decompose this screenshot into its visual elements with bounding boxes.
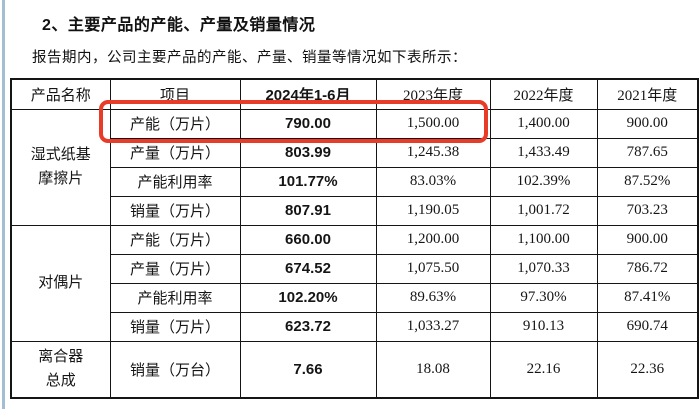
value-cell: 803.99 — [239, 137, 377, 168]
column-header-2021: 2021年度 — [596, 78, 699, 110]
product-cell-clutch-assembly: 离合器 总成 — [10, 340, 111, 399]
item-cell: 销量（万台） — [109, 340, 241, 399]
value-cell: 101.77% — [239, 166, 377, 197]
column-header-2024h1: 2024年1-6月 — [239, 78, 377, 110]
value-cell: 623.72 — [239, 311, 377, 342]
page-edge-line — [2, 0, 5, 409]
value-cell: 807.91 — [239, 195, 377, 226]
value-cell: 1,100.00 — [489, 224, 598, 255]
value-cell: 674.52 — [239, 253, 377, 284]
column-header-item: 项目 — [109, 78, 241, 110]
value-cell: 102.39% — [489, 166, 598, 197]
column-header-2022: 2022年度 — [489, 78, 598, 110]
value-cell: 89.63% — [375, 282, 491, 313]
value-cell: 1,500.00 — [375, 108, 491, 139]
value-cell: 83.03% — [375, 166, 491, 197]
table-row: 对偶片 产能（万片） 660.00 1,200.00 1,100.00 900.… — [10, 224, 699, 342]
item-cell: 销量（万片） — [109, 195, 241, 226]
item-cell: 销量（万片） — [109, 311, 241, 342]
value-cell: 1,433.49 — [489, 137, 598, 168]
value-cell: 786.72 — [596, 253, 699, 284]
table-row: 产能利用率 102.20% 89.63% 97.30% 87.41% — [11, 282, 699, 313]
value-cell: 1,245.38 — [375, 137, 491, 168]
value-cell: 1,075.50 — [375, 253, 491, 284]
value-cell: 900.00 — [596, 108, 699, 139]
table-row: 产能利用率 101.77% 83.03% 102.39% 87.52% — [11, 166, 699, 197]
value-cell: 660.00 — [239, 224, 377, 255]
item-cell: 产量（万片） — [109, 137, 241, 168]
column-header-2023: 2023年度 — [375, 78, 491, 110]
value-cell: 900.00 — [596, 224, 699, 255]
value-cell: 87.41% — [596, 282, 699, 313]
value-cell: 690.74 — [596, 311, 699, 342]
product-cell-counterpart-plate: 对偶片 — [10, 224, 111, 342]
value-cell: 22.36 — [596, 340, 699, 399]
column-header-product-name: 产品名称 — [10, 78, 111, 110]
table-row: 销量（万片） 807.91 1,190.05 1,001.72 703.23 — [11, 195, 699, 226]
value-cell: 87.52% — [596, 166, 699, 197]
header-row: 产品名称 项目 2024年1-6月 2023年度 2022年度 2021年度 — [10, 78, 699, 110]
table-row: 离合器 总成 销量（万台） 7.66 18.08 22.16 22.36 — [10, 340, 699, 399]
product-cell-wet-paper-friction: 湿式纸基 摩擦片 — [10, 108, 111, 226]
value-cell: 790.00 — [239, 108, 377, 139]
production-table: 产品名称 项目 2024年1-6月 2023年度 2022年度 2021年度 湿… — [10, 78, 699, 399]
table-row: 产量（万片） 803.99 1,245.38 1,433.49 787.65 — [11, 137, 699, 168]
value-cell: 1,200.00 — [375, 224, 491, 255]
section-title: 2、主要产品的产能、产量及销量情况 — [42, 17, 316, 34]
item-cell: 产能（万片） — [109, 108, 241, 139]
value-cell: 1,001.72 — [489, 195, 598, 226]
table-row: 产量（万片） 674.52 1,075.50 1,070.33 786.72 — [11, 253, 699, 284]
value-cell: 787.65 — [596, 137, 699, 168]
value-cell: 703.23 — [596, 195, 699, 226]
value-cell: 1,033.27 — [375, 311, 491, 342]
intro-text: 报告期内，公司主要产品的产能、产量、销量等情况如下表所示： — [32, 50, 467, 66]
item-cell: 产能利用率 — [109, 282, 241, 313]
value-cell: 910.13 — [489, 311, 598, 342]
value-cell: 18.08 — [375, 340, 491, 399]
value-cell: 1,190.05 — [375, 195, 491, 226]
item-cell: 产能（万片） — [109, 224, 241, 255]
value-cell: 22.16 — [489, 340, 598, 399]
value-cell: 1,070.33 — [489, 253, 598, 284]
table-row: 销量（万片） 623.72 1,033.27 910.13 690.74 — [11, 311, 699, 342]
item-cell: 产量（万片） — [109, 253, 241, 284]
value-cell: 97.30% — [489, 282, 598, 313]
value-cell: 102.20% — [239, 282, 377, 313]
value-cell: 7.66 — [239, 340, 377, 399]
item-cell: 产能利用率 — [109, 166, 241, 197]
value-cell: 1,400.00 — [489, 108, 598, 139]
table-row: 湿式纸基 摩擦片 产能（万片） 790.00 1,500.00 1,400.00… — [10, 108, 699, 226]
